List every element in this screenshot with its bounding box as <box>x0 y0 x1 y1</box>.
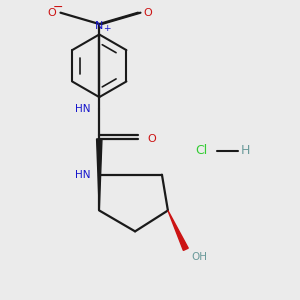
Text: +: + <box>103 24 110 33</box>
Polygon shape <box>168 211 188 250</box>
Text: O: O <box>143 8 152 18</box>
Text: Cl: Cl <box>195 144 207 157</box>
Text: HN: HN <box>75 104 91 114</box>
Text: OH: OH <box>192 252 208 262</box>
Polygon shape <box>97 139 102 211</box>
Text: N: N <box>95 20 103 31</box>
Text: O: O <box>147 134 156 144</box>
Text: HN: HN <box>75 170 91 180</box>
Text: −: − <box>52 2 63 14</box>
Text: O: O <box>47 8 56 18</box>
Text: H: H <box>241 144 250 157</box>
